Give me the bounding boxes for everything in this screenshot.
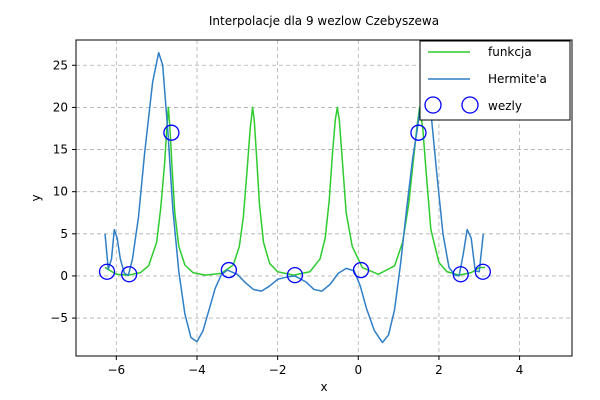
chart-title: Interpolacje dla 9 wezlow Czebyszewa — [209, 14, 439, 28]
node-marker — [410, 124, 427, 141]
legend-frame — [419, 40, 571, 121]
node-marker — [452, 266, 469, 283]
x-tick-label: −4 — [188, 363, 206, 377]
x-axis-label: x — [320, 380, 327, 394]
node-marker — [121, 266, 138, 283]
series-line-hermite — [104, 51, 485, 344]
y-tick-label: 10 — [53, 185, 68, 199]
y-tick-label: 5 — [60, 227, 68, 241]
x-tick-label: −6 — [107, 363, 125, 377]
legend-label-funkcja: funkcja — [488, 45, 532, 59]
node-marker — [220, 261, 238, 279]
y-tick-label: 25 — [53, 58, 68, 72]
node-marker — [98, 263, 116, 280]
legend-label-wezly: wezly — [488, 99, 522, 113]
y-tick-label: 20 — [53, 100, 68, 114]
node-marker — [163, 124, 180, 141]
x-tick-label: −2 — [269, 363, 287, 377]
x-tick-label: 2 — [435, 363, 443, 377]
y-axis-label: y — [29, 194, 43, 201]
marker-layer — [98, 124, 491, 284]
y-tick-label: 0 — [60, 269, 68, 283]
legend-marker-wezly — [424, 96, 442, 114]
x-tick-label: 0 — [354, 363, 362, 377]
node-marker — [286, 266, 304, 284]
legend-label-hermite: Hermite'a — [488, 72, 547, 86]
axis-ticks: −6 −4 −2 0 2 4 −5 0 5 10 15 20 25 — [50, 58, 523, 377]
plot-frame — [75, 39, 573, 357]
legend-marker-wezly — [461, 96, 479, 114]
y-tick-label: −5 — [50, 311, 68, 325]
series-layer — [104, 51, 485, 344]
x-tick-label: 4 — [516, 363, 524, 377]
node-marker — [352, 261, 370, 279]
legend: funkcja Hermite'a wezly — [419, 40, 571, 121]
node-marker — [474, 263, 491, 280]
y-tick-label: 15 — [53, 143, 68, 157]
